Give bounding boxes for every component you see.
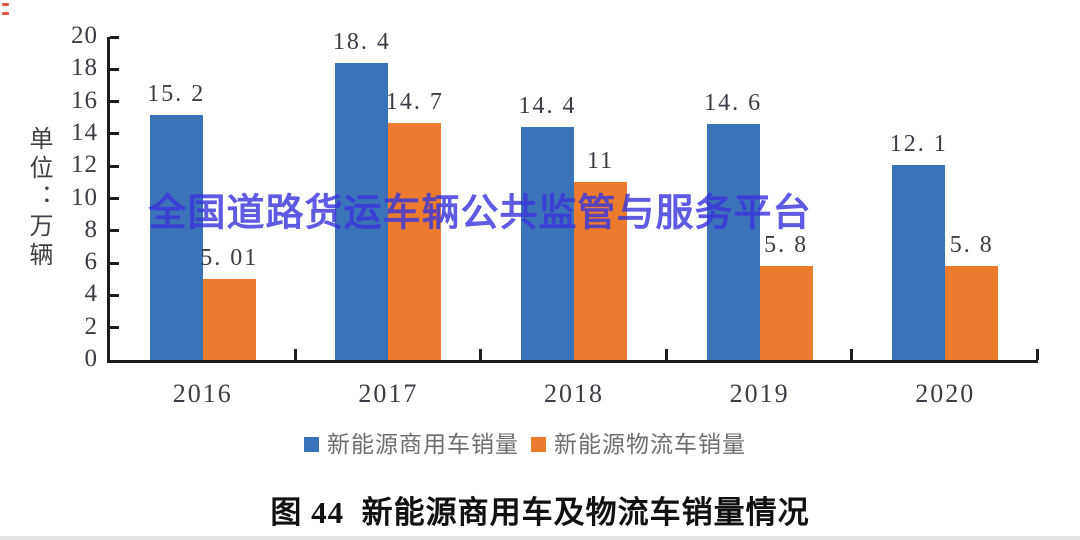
y-axis-tick <box>110 229 119 233</box>
bar-新能源物流车销量-2020 <box>945 266 999 360</box>
x-axis-tick <box>664 349 668 360</box>
plot-area: 0 2 4 6 8 10 12 14 16 18 20 15. 2 5. 01 2016 18. 4 14. … <box>71 23 1039 407</box>
bar-新能源物流车销量-2016 <box>202 279 256 360</box>
x-axis-tick <box>850 349 854 360</box>
y-axis-tick-label: 20 <box>71 22 98 49</box>
y-axis-tick-label: 16 <box>71 86 98 114</box>
y-axis-tick <box>110 35 119 39</box>
y-axis-tick <box>110 67 119 71</box>
bar-新能源物流车销量-2017 <box>388 122 442 360</box>
x-axis-tick <box>1036 349 1039 360</box>
watermark-text: 全国道路货运车辆公共监管与服务平台 <box>148 192 812 235</box>
y-axis-tick <box>110 197 119 200</box>
y-axis-tick-label: 0 <box>84 345 98 372</box>
bar-新能源商用车销量-2018 <box>521 127 574 360</box>
value-label-新能源商用车销量-2020: 12. 1 <box>889 130 948 157</box>
y-axis-tick <box>110 326 119 330</box>
value-label-新能源商用车销量-2019: 14. 6 <box>704 90 763 117</box>
y-axis-tick-label: 8 <box>84 215 98 243</box>
y-axis-tick-label: 12 <box>71 151 98 179</box>
value-label-新能源物流车销量-2016: 5. 01 <box>200 245 259 272</box>
bar-新能源商用车销量-2019 <box>706 124 760 360</box>
y-axis-tick-label: 2 <box>84 312 98 340</box>
legend-label: 新能源物流车销量 <box>554 432 746 457</box>
bar-新能源物流车销量-2018 <box>574 182 627 360</box>
bar-新能源商用车销量-2020 <box>892 164 946 360</box>
y-axis-tick <box>110 100 119 104</box>
legend-item-新能源商用车销量: 新能源商用车销量 <box>304 433 519 456</box>
value-label-新能源物流车销量-2017: 14. 7 <box>385 88 444 115</box>
y-axis-tick-label: 10 <box>71 183 98 211</box>
y-axis-tick-label: 4 <box>84 280 98 308</box>
y-axis-tick <box>110 132 119 136</box>
value-label-新能源商用车销量-2017: 18. 4 <box>332 28 391 55</box>
legend-label: 新能源商用车销量 <box>327 432 519 457</box>
x-axis-tick <box>479 349 483 360</box>
legend-swatch <box>304 437 319 452</box>
y-axis-unit-label: 单位：万辆 <box>25 126 51 271</box>
legend: 新能源商用车销量 新能源物流车销量 <box>0 433 1050 456</box>
red-mark-artifact <box>2 3 10 17</box>
y-axis-tick <box>110 261 119 265</box>
y-axis-tick-label: 14 <box>71 118 98 146</box>
value-label-新能源物流车销量-2020: 5. 8 <box>949 232 994 259</box>
y-axis-tick-label: 18 <box>71 54 98 82</box>
x-axis-tick <box>293 349 297 360</box>
bar-新能源商用车销量-2016 <box>149 114 203 360</box>
category-label-2019: 2019 <box>729 379 790 408</box>
value-label-新能源商用车销量-2018: 14. 4 <box>518 93 577 120</box>
value-label-新能源物流车销量-2019: 5. 8 <box>764 232 809 259</box>
bar-新能源物流车销量-2019 <box>759 266 813 360</box>
bar-新能源商用车销量-2017 <box>335 62 389 360</box>
value-label-新能源物流车销量-2018: 11 <box>586 148 615 175</box>
legend-item-新能源物流车销量: 新能源物流车销量 <box>531 433 746 456</box>
legend-swatch <box>531 437 546 452</box>
category-label-2018: 2018 <box>543 379 604 408</box>
category-label-2020: 2020 <box>915 379 976 408</box>
category-label-2017: 2017 <box>358 379 419 408</box>
value-label-新能源商用车销量-2016: 15. 2 <box>147 80 206 107</box>
y-axis-tick-label: 6 <box>84 248 98 276</box>
figure-caption: 图 44 新能源商用车及物流车销量情况 <box>270 495 810 530</box>
category-label-2016: 2016 <box>172 379 233 408</box>
bottom-edge-strip <box>0 536 1080 540</box>
y-axis-tick <box>110 293 119 297</box>
y-axis-tick <box>110 164 119 168</box>
